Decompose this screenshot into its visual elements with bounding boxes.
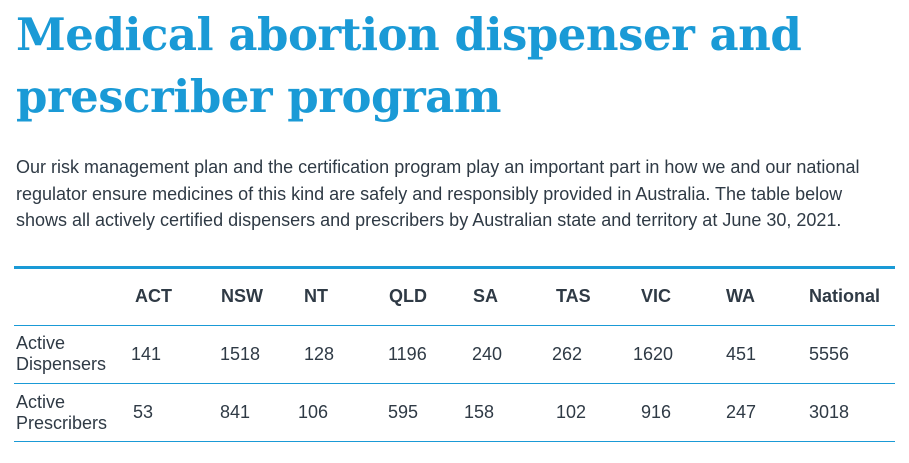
column-header-vic: VIC — [641, 286, 672, 306]
table-cell: 1518 — [220, 344, 261, 364]
column-header-wa: WA — [726, 286, 755, 306]
table-cell: 141 — [131, 344, 162, 364]
column-header-sa: SA — [473, 286, 499, 306]
column-header-nt: NT — [304, 286, 328, 306]
column-header-qld: QLD — [389, 286, 427, 306]
intro-paragraph: Our risk management plan and the certifi… — [16, 157, 860, 230]
table-cell: 106 — [298, 402, 329, 422]
page-title: Medical abortion dispenser and prescribe… — [16, 8, 802, 123]
table-cell: 3018 — [809, 402, 850, 422]
column-header-tas: TAS — [556, 286, 591, 306]
table-cell: 53 — [133, 402, 154, 422]
table-cell: 158 — [464, 402, 495, 422]
table-cell: 1620 — [633, 344, 674, 364]
table-row-divider — [14, 383, 895, 384]
table-cell: 5556 — [809, 344, 850, 364]
table-cell: 451 — [726, 344, 757, 364]
table-cell: 916 — [641, 402, 672, 422]
table-cell: 240 — [472, 344, 503, 364]
column-header-national: National — [809, 286, 881, 306]
table-bottom-rule — [14, 441, 895, 442]
table-cell: 1196 — [388, 344, 427, 364]
row-label-prescribers: Active Prescribers — [16, 392, 108, 433]
table-row-divider — [14, 325, 895, 326]
row-label-dispensers: Active Dispensers — [16, 333, 107, 374]
table-cell: 841 — [220, 402, 251, 422]
table-top-rule — [14, 266, 895, 269]
table-cell: 262 — [552, 344, 583, 364]
table-cell: 595 — [388, 402, 419, 422]
column-header-nsw: NSW — [221, 286, 263, 306]
table-cell: 247 — [726, 402, 757, 422]
column-header-act: ACT — [135, 286, 172, 306]
table-cell: 128 — [304, 344, 335, 364]
table-cell: 102 — [556, 402, 587, 422]
